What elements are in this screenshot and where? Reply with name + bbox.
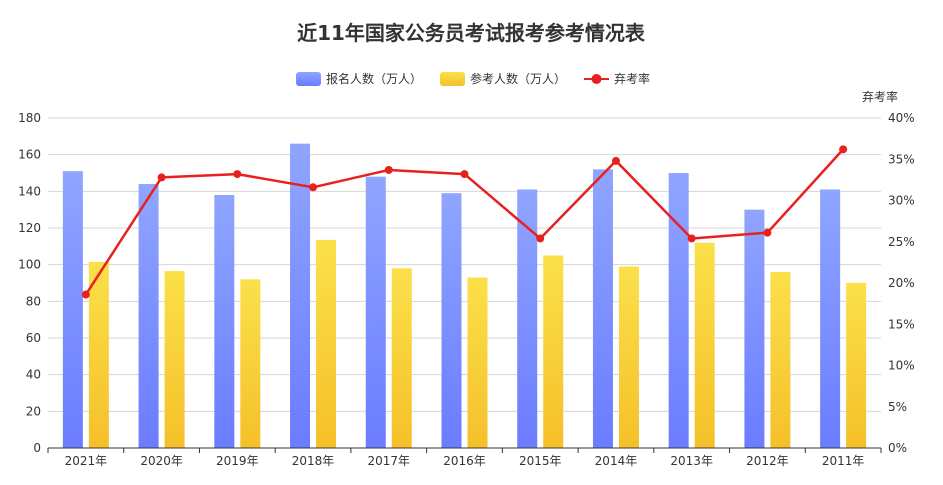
x-tick-label: 2011年 (822, 454, 865, 468)
y-right-tick-label: 5% (888, 400, 907, 414)
drop-rate-point[interactable] (460, 170, 469, 179)
bar-registered[interactable] (62, 171, 83, 448)
y-right-tick-label: 10% (888, 359, 915, 373)
y-left-tick-label: 160 (18, 148, 41, 162)
x-tick-label: 2016年 (443, 454, 486, 468)
y-left-tick-label: 20 (26, 404, 41, 418)
bar-attended[interactable] (770, 272, 791, 448)
drop-rate-point[interactable] (233, 170, 242, 179)
bar-attended[interactable] (391, 268, 412, 448)
bar-attended[interactable] (467, 277, 488, 449)
legend-item[interactable]: 参考人数（万人） (440, 71, 566, 86)
bar-registered[interactable] (517, 189, 538, 449)
chart-title: 近11年国家公务员考试报考参考情况表 (297, 21, 646, 45)
bar-registered[interactable] (744, 209, 765, 448)
x-tick-label: 2018年 (292, 454, 335, 468)
bar-attended[interactable] (694, 242, 715, 448)
x-tick-label: 2015年 (519, 454, 562, 468)
legend-swatch (296, 72, 321, 86)
bar-registered[interactable] (290, 143, 311, 448)
drop-rate-point[interactable] (687, 234, 696, 243)
bar-registered[interactable] (592, 169, 613, 449)
y-right-tick-label: 35% (888, 152, 915, 166)
y-left-tick-label: 40 (26, 368, 41, 382)
bar-registered[interactable] (365, 176, 386, 448)
x-tick-label: 2020年 (140, 454, 183, 468)
drop-rate-point[interactable] (763, 228, 772, 237)
bar-registered[interactable] (138, 184, 159, 448)
y-left-tick-label: 60 (26, 331, 41, 345)
legend-marker (591, 74, 602, 84)
bar-attended[interactable] (316, 239, 337, 448)
legend-label: 弃考率 (614, 71, 650, 86)
y-left-tick-label: 80 (26, 294, 41, 308)
y-left-tick-label: 0 (33, 441, 41, 455)
legend-item[interactable]: 报名人数（万人） (296, 71, 422, 86)
y-left-tick-label: 100 (18, 258, 41, 272)
drop-rate-point[interactable] (611, 156, 620, 165)
drop-rate-point[interactable] (384, 165, 393, 174)
y-right-tick-label: 40% (888, 111, 915, 125)
y-right-tick-label: 30% (888, 194, 915, 208)
bar-registered[interactable] (820, 189, 841, 449)
bar-attended[interactable] (543, 255, 564, 449)
axes: 0 20 40 60 80 100 120 140 160 180 0% 5% 10% 15% 20% 25%… (18, 111, 915, 468)
x-tick-label: 2017年 (367, 454, 410, 468)
y-right-tick-label: 15% (888, 317, 915, 331)
right-axis-name: 弃考率 (862, 89, 898, 104)
bar-attended[interactable] (240, 279, 261, 448)
legend-item[interactable]: 弃考率 (584, 71, 650, 86)
bar-attended[interactable] (618, 266, 639, 449)
y-right-tick-label: 0% (888, 441, 907, 455)
bar-attended[interactable] (164, 271, 185, 448)
x-tick-label: 2019年 (216, 454, 259, 468)
drop-rate-point[interactable] (157, 173, 166, 182)
drop-rate-point[interactable] (839, 145, 848, 154)
bar-registered[interactable] (668, 173, 689, 448)
grid-lines (48, 117, 881, 412)
x-tick-label: 2014年 (595, 454, 638, 468)
bars (62, 143, 867, 449)
y-left-tick-label: 180 (18, 111, 41, 125)
x-tick-label: 2012年 (746, 454, 789, 468)
legend[interactable]: 报名人数（万人） 参考人数（万人） 弃考率 (296, 71, 650, 86)
bar-attended[interactable] (846, 283, 867, 448)
drop-rate-point[interactable] (536, 234, 545, 243)
y-right-tick-label: 20% (888, 276, 915, 290)
legend-label: 参考人数（万人） (470, 71, 566, 86)
drop-rate-point[interactable] (309, 183, 318, 192)
y-right-tick-label: 25% (888, 235, 915, 249)
bar-attended[interactable] (88, 261, 109, 448)
drop-rate-line (81, 145, 848, 299)
x-tick-label: 2013年 (670, 454, 713, 468)
x-tick-label: 2021年 (65, 454, 108, 468)
y-left-tick-label: 120 (18, 221, 41, 235)
bar-registered[interactable] (441, 193, 462, 448)
legend-label: 报名人数（万人） (326, 71, 422, 86)
y-left-tick-label: 140 (18, 184, 41, 198)
bar-registered[interactable] (214, 195, 235, 448)
legend-swatch (440, 72, 465, 86)
drop-rate-point[interactable] (81, 290, 90, 299)
